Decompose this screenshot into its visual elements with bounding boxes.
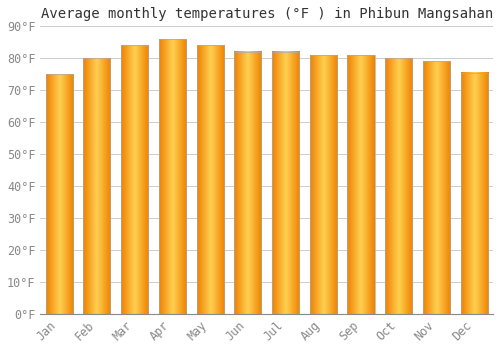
Title: Average monthly temperatures (°F ) in Phibun Mangsahan: Average monthly temperatures (°F ) in Ph… [40,7,493,21]
Bar [121,46,148,314]
Bar [159,39,186,314]
Bar [46,74,73,314]
Bar [84,58,110,314]
Bar [196,46,224,314]
Bar [310,55,337,314]
Bar [348,55,374,314]
Bar [460,72,488,314]
Bar [385,58,412,314]
Bar [234,52,262,314]
Bar [272,52,299,314]
Bar [423,62,450,314]
